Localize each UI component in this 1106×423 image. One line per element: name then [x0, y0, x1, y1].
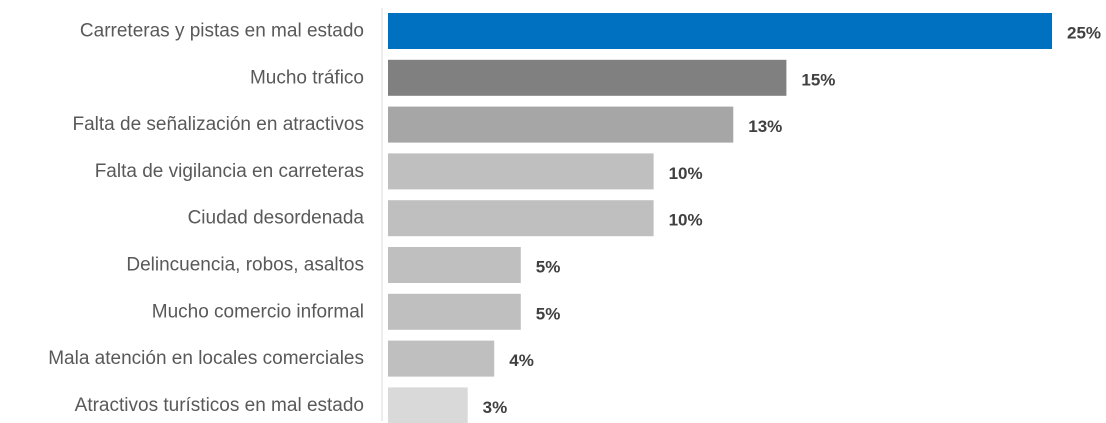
value-label: 5% [536, 258, 561, 277]
category-label: Carreteras y pistas en mal estado [80, 21, 364, 42]
bar [388, 387, 468, 423]
category-label: Mucho tráfico [250, 67, 364, 88]
bar [388, 106, 734, 143]
category-label: Falta de señalización en atractivos [73, 114, 365, 135]
value-label: 10% [669, 211, 703, 230]
bar [388, 247, 521, 283]
bar [388, 340, 495, 377]
bar [388, 13, 1052, 49]
category-label: Atractivos turísticos en mal estado [75, 395, 364, 416]
category-label: Mala atención en locales comerciales [48, 348, 364, 369]
value-label: 5% [536, 304, 561, 323]
value-labels-group: 25% 15% 13% 10% 10% 5% 5% 4% 3% [483, 24, 1101, 417]
bar [388, 200, 654, 237]
value-label: 15% [801, 70, 835, 89]
value-label: 25% [1067, 24, 1101, 43]
value-label: 4% [509, 351, 534, 370]
category-label: Falta de vigilancia en carreteras [95, 161, 364, 182]
value-label: 3% [483, 398, 508, 417]
category-labels-group: Carreteras y pistas en mal estado Mucho t… [48, 21, 364, 416]
bar [388, 153, 654, 190]
bars-group [388, 13, 1052, 423]
category-label: Ciudad desordenada [188, 208, 365, 229]
bar [388, 59, 787, 96]
value-label: 13% [748, 117, 782, 136]
bar [388, 293, 521, 330]
value-label: 10% [669, 164, 703, 183]
category-label: Delincuencia, robos, asaltos [126, 255, 364, 276]
category-label: Mucho comercio informal [152, 301, 364, 322]
